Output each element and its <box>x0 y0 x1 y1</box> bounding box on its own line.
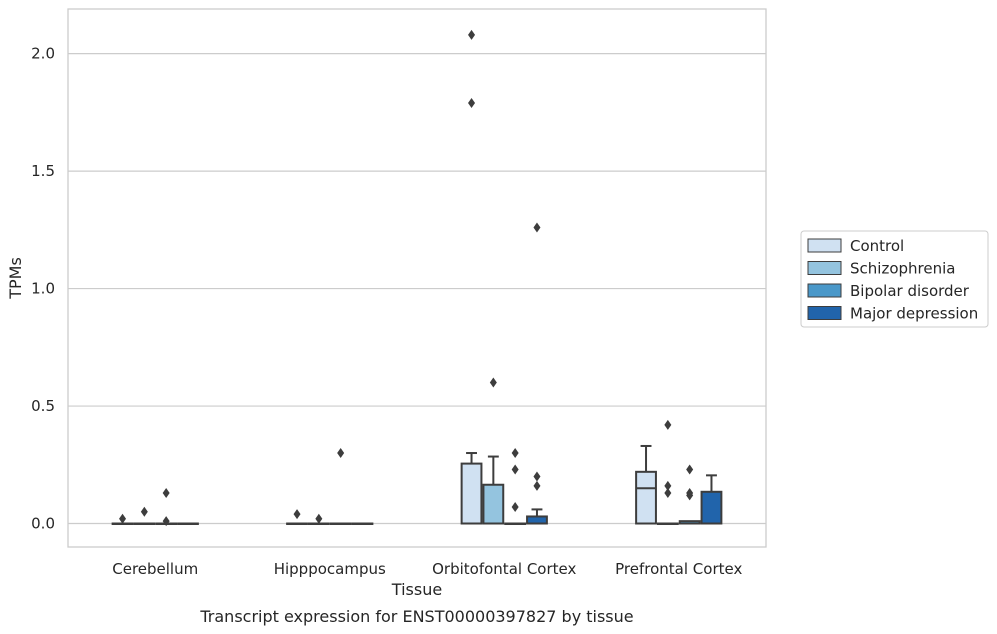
box-iqr <box>635 470 657 525</box>
y-tick-label: 2.0 <box>31 45 55 63</box>
box-iqr <box>526 515 548 525</box>
boxes <box>111 29 723 527</box>
box-schizophrenia <box>133 506 156 526</box>
x-tick-label: Orbitofontal Cortex <box>432 560 576 578</box>
x-tick-label: Prefrontal Cortex <box>615 560 742 578</box>
box-major-depression <box>177 522 199 526</box>
outlier-point <box>533 222 541 233</box>
y-tick-label: 0.0 <box>31 515 55 533</box>
x-tick-labels: Cerebellum Hipppocampus Orbitofontal Corte… <box>112 560 742 578</box>
box-bipolar-disorder <box>329 448 352 526</box>
outlier-point <box>293 509 301 520</box>
legend-label: Control <box>850 237 904 255</box>
outlier-point <box>664 480 672 491</box>
outlier-point <box>468 97 476 108</box>
box-bipolar-disorder <box>678 464 701 525</box>
outlier-point <box>511 464 519 475</box>
box-bipolar-disorder <box>504 448 527 526</box>
box-control <box>460 29 483 525</box>
box-major-depression <box>526 222 548 525</box>
outlier-point <box>315 513 323 524</box>
y-tick-labels: 0.0 0.5 1.0 1.5 2.0 <box>31 45 55 533</box>
box-iqr <box>460 462 483 525</box>
legend-label: Bipolar disorder <box>850 282 970 300</box>
outlier-point <box>686 490 694 501</box>
box-schizophrenia <box>656 419 679 526</box>
x-tick-label: Hipppocampus <box>274 560 386 578</box>
outlier-point <box>489 377 497 388</box>
box-schizophrenia <box>482 377 505 525</box>
y-tick-label: 1.0 <box>31 280 55 298</box>
box-iqr <box>482 483 505 525</box>
box-control <box>286 509 308 526</box>
plot-area-frame <box>67 8 767 548</box>
box-major-depression <box>700 474 723 525</box>
box-control <box>635 444 657 525</box>
outlier-point <box>468 29 476 40</box>
figure-caption: Transcript expression for ENST0000039782… <box>199 607 633 626</box>
outlier-point <box>664 487 672 498</box>
y-tick-label: 0.5 <box>31 397 55 415</box>
box-control <box>111 513 134 526</box>
legend-swatch <box>807 306 842 320</box>
legend-frame <box>800 230 989 328</box>
box-iqr <box>700 490 723 525</box>
outlier-point <box>511 448 519 459</box>
outlier-point <box>162 487 170 498</box>
grid-lines <box>68 53 766 525</box>
y-axis-label: TPMs <box>6 257 25 300</box>
outlier-point <box>533 471 541 482</box>
box-major-depression <box>351 522 374 526</box>
legend-swatch <box>807 283 842 298</box>
outlier-point <box>686 464 694 475</box>
outlier-point <box>337 448 345 459</box>
outlier-point <box>533 480 541 491</box>
legend: Control Schizophrenia Bipolar disorder Majo… <box>800 230 989 328</box>
outlier-point <box>119 513 127 524</box>
y-tick-label: 1.5 <box>31 162 55 180</box>
box-schizophrenia <box>307 513 330 526</box>
outlier-point <box>162 516 170 527</box>
legend-label: Schizophrenia <box>850 260 955 278</box>
box-bipolar-disorder <box>155 487 178 527</box>
legend-label: Major depression <box>850 305 978 323</box>
outlier-point <box>664 419 672 430</box>
x-tick-label: Cerebellum <box>112 560 198 578</box>
outlier-point <box>140 506 148 517</box>
x-axis-label: Tissue <box>391 580 442 599</box>
legend-swatch <box>807 261 842 275</box>
legend-swatch <box>807 238 842 253</box>
outlier-point <box>511 502 519 513</box>
